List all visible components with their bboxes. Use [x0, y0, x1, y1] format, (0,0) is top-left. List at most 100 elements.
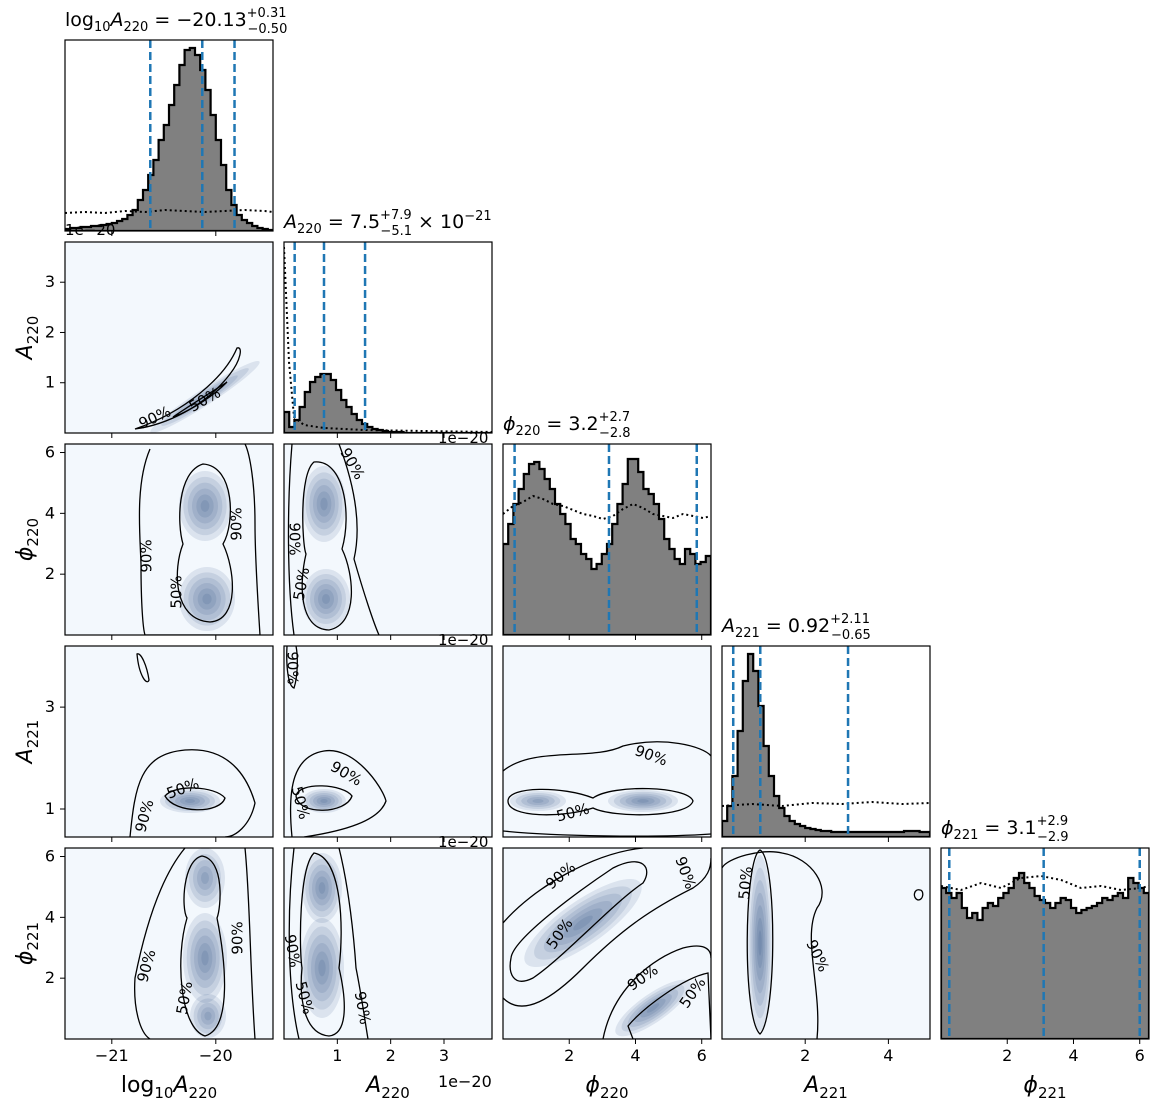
density-blob	[202, 593, 212, 605]
density-blob	[608, 790, 678, 812]
axes-frame	[721, 645, 931, 838]
label-var: ϕ	[13, 547, 38, 562]
panel-A220-phi220: 90%50%90%	[284, 444, 492, 635]
contour-label-90: 90%	[138, 539, 156, 572]
x-tick-label: 4	[630, 1046, 640, 1065]
title-lower: −0.65	[831, 628, 871, 643]
density-blob	[613, 791, 673, 811]
x-tick-label: 2	[1002, 1046, 1012, 1065]
density-blob	[302, 789, 346, 813]
contour-50	[176, 463, 234, 623]
histogram-A220	[284, 372, 492, 433]
density-blob	[309, 478, 339, 530]
title-upper: +2.9	[1037, 814, 1069, 829]
y-axis-label: ϕ220	[13, 518, 42, 561]
contour-50	[627, 972, 711, 1039]
density-blob	[201, 872, 209, 884]
density-blob	[197, 1002, 219, 1030]
title-sub: 10	[94, 20, 111, 35]
contour-label-90: 90%	[286, 522, 304, 555]
density-blob	[194, 935, 216, 981]
label-var: A	[13, 344, 38, 361]
panel-background	[65, 848, 273, 1039]
label-var: ϕ	[585, 1073, 600, 1098]
contour-90	[134, 848, 256, 1039]
density-blob	[183, 476, 227, 536]
x-tick-label: 2	[564, 1046, 574, 1065]
y-tick-label: 2	[45, 322, 55, 341]
label-var: A	[364, 1073, 381, 1098]
axes-frame	[940, 847, 1150, 1040]
x-tick-label: 6	[1135, 1046, 1145, 1065]
contour-50	[301, 461, 353, 631]
density-blob	[193, 860, 217, 896]
density-blob	[302, 569, 350, 629]
y-axis-label: ϕ221	[13, 922, 42, 965]
contour-90	[288, 848, 369, 1039]
density-blob	[305, 791, 343, 811]
contour-50	[172, 381, 228, 418]
axes-frame	[283, 443, 493, 636]
axes-frame	[64, 847, 274, 1040]
label-sub: 220	[600, 1084, 629, 1102]
density-blob	[306, 574, 346, 624]
density-blob	[563, 908, 603, 938]
hist-A220	[284, 242, 492, 433]
panel-background	[65, 444, 273, 635]
density-blob	[314, 951, 330, 985]
density-blob	[193, 998, 223, 1034]
density-blob	[315, 876, 329, 900]
contour-90	[913, 889, 924, 901]
axes-frame	[502, 443, 712, 636]
density-blob	[312, 870, 332, 906]
title-tail: × 10	[412, 211, 464, 233]
density-blob	[515, 793, 561, 809]
axes-frame	[64, 443, 274, 636]
histogram-logA220	[65, 46, 273, 231]
contour-90	[722, 851, 823, 1039]
x-tick-label: 1	[332, 1046, 342, 1065]
y-tick-label: 1	[45, 373, 55, 392]
y-tick-label: 3	[45, 697, 55, 716]
density-blob	[194, 389, 216, 405]
density-blob	[748, 855, 772, 1031]
density-blob	[320, 799, 328, 803]
contour-90	[503, 848, 711, 1007]
panel-background	[65, 646, 273, 837]
label-part: log	[121, 1073, 155, 1098]
panel-background	[503, 646, 711, 837]
title-value: = 0.92	[760, 615, 830, 637]
density-blob	[640, 998, 666, 1018]
density-blob	[318, 959, 326, 977]
density-blob	[204, 1011, 212, 1021]
density-blob	[637, 799, 649, 803]
panel-title: ϕ221 = 3.1+2.9 −2.9	[941, 814, 1069, 845]
label-sub: 221	[24, 922, 42, 951]
label-var: A	[802, 1073, 819, 1098]
density-blob	[627, 989, 679, 1027]
title-var: ϕ	[503, 413, 516, 435]
density-blob	[197, 943, 213, 973]
density-blob	[309, 793, 339, 809]
density-blob	[308, 864, 336, 912]
density-blob	[175, 795, 205, 807]
y-tick-label: 6	[45, 443, 55, 462]
panel-background	[503, 848, 711, 1039]
density-blob	[300, 918, 344, 1018]
label-var: A	[13, 748, 38, 765]
contour-label-50: 50%	[735, 866, 756, 901]
density-blob	[322, 594, 330, 604]
density-blob	[196, 494, 214, 518]
density-blob	[526, 797, 550, 805]
panel-title: A220 = 7.5+7.9 −5.1 × 10−21	[282, 208, 492, 239]
label-sub: 10	[154, 1084, 173, 1102]
y-tick-label: 2	[45, 564, 55, 583]
y-axis-label: A221	[13, 720, 42, 766]
label-sub: 220	[381, 1084, 410, 1102]
title-var: A	[282, 211, 297, 233]
label-var: A	[171, 1073, 188, 1098]
panel-logA220-A220: 90%50%	[65, 242, 273, 433]
density-blob	[179, 471, 231, 541]
title-sub: 221	[735, 626, 760, 641]
title-lower: −2.9	[1037, 830, 1069, 845]
